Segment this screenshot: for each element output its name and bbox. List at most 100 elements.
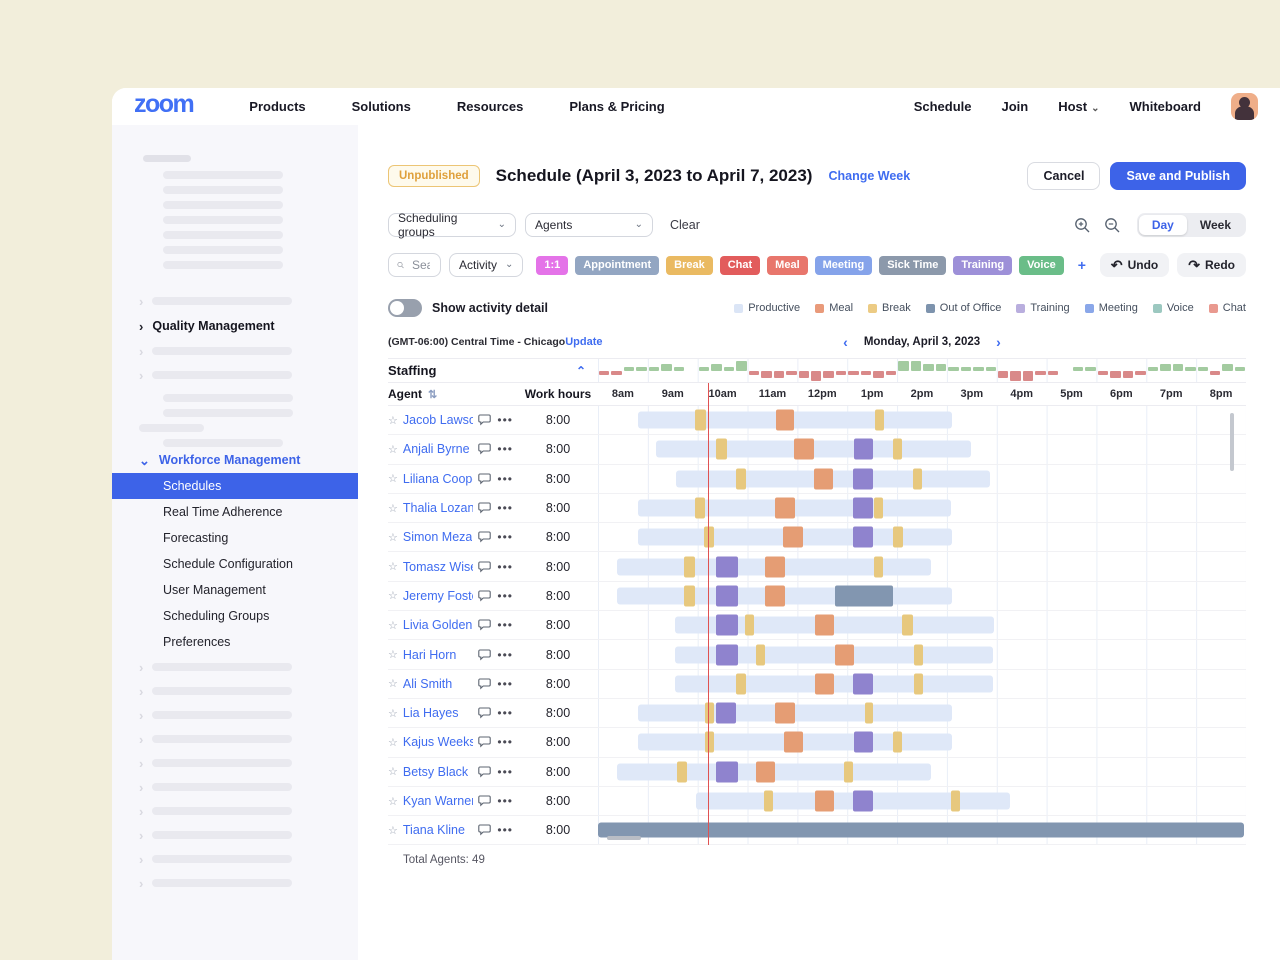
chat-bubble-icon[interactable] <box>478 795 492 807</box>
break-block[interactable] <box>893 731 903 753</box>
star-icon[interactable]: ☆ <box>388 561 398 574</box>
activity-chip-training[interactable]: Training <box>953 255 1013 275</box>
break-block[interactable] <box>864 702 873 724</box>
chat-bubble-icon[interactable] <box>478 590 492 602</box>
break-block[interactable] <box>735 468 746 490</box>
nav-item-solutions[interactable]: Solutions <box>351 99 411 114</box>
sidebar-item-preferences[interactable]: Preferences <box>163 635 231 649</box>
agent-timeline[interactable] <box>598 698 1246 728</box>
break-block[interactable] <box>704 702 715 724</box>
day-tab[interactable]: Day <box>1138 215 1187 235</box>
break-block[interactable] <box>893 438 903 460</box>
training-block[interactable] <box>853 790 873 812</box>
activity-chip-break[interactable]: Break <box>666 255 713 275</box>
more-options-icon[interactable]: ••• <box>497 794 513 808</box>
productive-shift-bar[interactable] <box>637 411 952 429</box>
star-icon[interactable]: ☆ <box>388 736 398 749</box>
agent-timeline[interactable] <box>598 669 1246 698</box>
add-activity-button[interactable]: + <box>1077 257 1086 273</box>
nav-item-whiteboard[interactable]: Whiteboard <box>1129 99 1202 114</box>
more-options-icon[interactable]: ••• <box>497 588 513 603</box>
meal-block[interactable] <box>774 702 796 724</box>
search-input[interactable] <box>409 257 432 273</box>
star-icon[interactable]: ☆ <box>388 795 398 808</box>
more-options-icon[interactable]: ••• <box>497 442 513 457</box>
change-week-link[interactable]: Change Week <box>828 169 911 183</box>
break-block[interactable] <box>913 673 924 695</box>
agent-name-link[interactable]: Lia Hayes <box>402 706 459 721</box>
sidebar-item-real-time-adherence[interactable]: Real Time Adherence <box>163 505 283 519</box>
training-block[interactable] <box>854 438 873 460</box>
training-block[interactable] <box>716 614 738 636</box>
meal-block[interactable] <box>764 556 786 578</box>
activity-chip-meal[interactable]: Meal <box>767 255 808 275</box>
training-block[interactable] <box>853 497 873 519</box>
chat-bubble-icon[interactable] <box>478 443 492 455</box>
more-options-icon[interactable]: ••• <box>497 618 513 633</box>
star-icon[interactable]: ☆ <box>388 443 398 456</box>
cancel-button[interactable]: Cancel <box>1027 162 1101 190</box>
agent-name-link[interactable]: Betsy Black <box>402 764 469 779</box>
agent-name-link[interactable]: Liliana Cooper <box>402 471 474 486</box>
star-icon[interactable]: ☆ <box>388 766 398 779</box>
scheduling-groups-select[interactable]: Scheduling groups ⌄ <box>388 211 516 239</box>
more-options-icon[interactable]: ••• <box>497 764 513 779</box>
more-options-icon[interactable]: ••• <box>497 676 513 691</box>
sidebar-item-user-management[interactable]: User Management <box>163 583 266 597</box>
agent-name-link[interactable]: Jeremy Foster <box>402 588 474 603</box>
previous-day-icon[interactable]: ‹ <box>843 334 848 350</box>
ooo-block[interactable] <box>598 822 1244 838</box>
meal-block[interactable] <box>814 673 834 695</box>
meal-block[interactable] <box>783 731 804 753</box>
break-block[interactable] <box>893 526 904 548</box>
break-block[interactable] <box>694 497 705 519</box>
agent-timeline[interactable] <box>598 464 1246 493</box>
show-activity-detail-toggle[interactable] <box>388 299 422 317</box>
agent-name-link[interactable]: Simon Meza <box>402 530 473 545</box>
agent-timeline[interactable] <box>598 406 1246 435</box>
training-block[interactable] <box>853 673 873 695</box>
agent-timeline[interactable] <box>598 552 1246 581</box>
agents-select[interactable]: Agents ⌄ <box>525 213 653 237</box>
training-block[interactable] <box>716 702 736 724</box>
user-avatar[interactable] <box>1231 93 1258 120</box>
productive-shift-bar[interactable] <box>675 675 993 693</box>
agent-timeline[interactable] <box>598 816 1246 845</box>
activity-chip-meeting[interactable]: Meeting <box>814 255 873 275</box>
sidebar-item-workforce-management[interactable]: ⌄ Workforce Management <box>112 447 358 473</box>
collapse-staffing-icon[interactable]: ⌃ <box>575 363 586 378</box>
break-block[interactable] <box>902 614 913 636</box>
agent-name-link[interactable]: Anjali Byrne <box>402 442 470 457</box>
star-icon[interactable]: ☆ <box>388 531 398 544</box>
horizontal-scrollbar[interactable] <box>607 836 641 840</box>
week-tab[interactable]: Week <box>1199 218 1231 232</box>
nav-item-resources[interactable]: Resources <box>456 99 524 114</box>
star-icon[interactable]: ☆ <box>388 649 398 662</box>
star-icon[interactable]: ☆ <box>388 473 398 486</box>
star-icon[interactable]: ☆ <box>388 824 398 837</box>
star-icon[interactable]: ☆ <box>388 678 398 691</box>
training-block[interactable] <box>853 526 873 548</box>
sidebar-item-schedules[interactable]: Schedules <box>112 473 358 499</box>
more-options-icon[interactable]: ••• <box>497 471 513 486</box>
more-options-icon[interactable]: ••• <box>497 413 513 428</box>
vertical-scrollbar[interactable] <box>1230 413 1234 471</box>
nav-item-join[interactable]: Join <box>1001 99 1029 114</box>
update-timezone-link[interactable]: Update <box>565 336 603 348</box>
sidebar-item-quality-management[interactable]: › Quality Management <box>112 313 358 339</box>
activity-chip-sick-time[interactable]: Sick Time <box>879 255 947 275</box>
more-options-icon[interactable]: ••• <box>497 706 513 721</box>
agent-timeline[interactable] <box>598 493 1246 523</box>
productive-shift-bar[interactable] <box>675 616 994 634</box>
activity-select[interactable]: Activity ⌄ <box>449 253 524 277</box>
agent-timeline[interactable] <box>598 786 1246 816</box>
more-options-icon[interactable]: ••• <box>497 647 513 662</box>
break-block[interactable] <box>684 556 695 578</box>
nav-item-products[interactable]: Products <box>249 99 306 114</box>
chat-bubble-icon[interactable] <box>478 414 492 426</box>
zoom-out-icon[interactable] <box>1104 217 1121 234</box>
agent-name-link[interactable]: Kyan Warner <box>402 794 474 808</box>
chat-bubble-icon[interactable] <box>478 766 492 778</box>
sidebar-item-scheduling-groups[interactable]: Scheduling Groups <box>163 609 270 623</box>
agent-timeline[interactable] <box>598 640 1246 669</box>
